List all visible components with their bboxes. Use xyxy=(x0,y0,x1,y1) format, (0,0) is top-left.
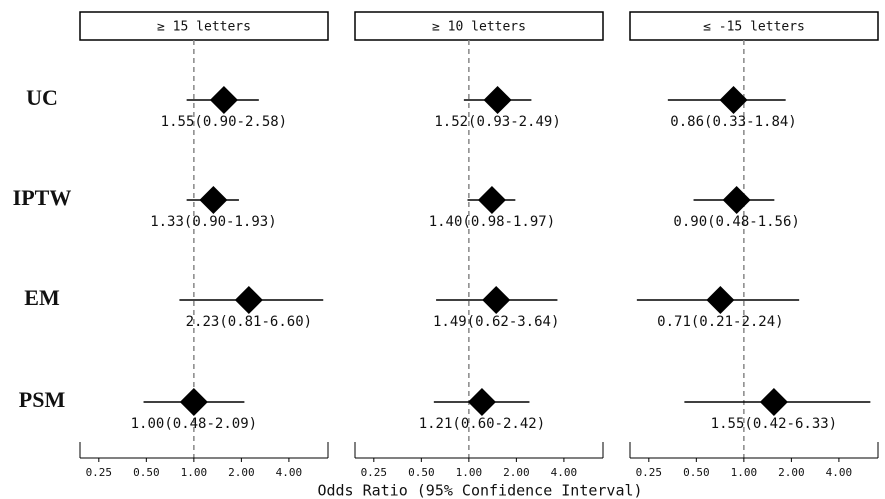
x-tick-label: 0.25 xyxy=(636,466,663,479)
odds-ratio-marker xyxy=(179,388,208,416)
row-label: EM xyxy=(24,285,60,310)
value-label: 2.23(0.81-6.60) xyxy=(186,314,312,330)
x-tick-label: 1.00 xyxy=(181,466,208,479)
odds-ratio-marker xyxy=(199,186,228,214)
panel-header xyxy=(629,11,879,41)
x-tick-label: 0.25 xyxy=(361,466,388,479)
odds-ratio-marker xyxy=(467,388,496,416)
odds-ratio-marker xyxy=(477,186,506,214)
value-label: 0.71(0.21-2.24) xyxy=(657,314,783,330)
value-label: 1.55(0.42-6.33) xyxy=(711,416,837,432)
panel-header xyxy=(354,11,604,41)
x-tick-label: 4.00 xyxy=(826,466,853,479)
odds-ratio-marker xyxy=(706,286,735,314)
x-tick-label: 2.00 xyxy=(778,466,805,479)
odds-ratio-marker xyxy=(719,86,748,114)
odds-ratio-marker xyxy=(722,186,751,214)
value-label: 1.21(0.60-2.42) xyxy=(419,416,545,432)
value-label: 0.90(0.48-1.56) xyxy=(673,214,799,230)
value-label: 0.86(0.33-1.84) xyxy=(670,114,796,130)
x-tick-label: 1.00 xyxy=(731,466,758,479)
x-tick-label: 2.00 xyxy=(228,466,255,479)
panel-title: ≤ -15 letters xyxy=(703,20,805,35)
row-label: IPTW xyxy=(13,185,72,210)
x-tick-label: 0.50 xyxy=(133,466,160,479)
odds-ratio-marker xyxy=(209,86,238,114)
row-label: UC xyxy=(26,85,58,110)
panel-header xyxy=(79,11,329,41)
x-tick-label: 4.00 xyxy=(551,466,578,479)
x-tick-label: 2.00 xyxy=(503,466,530,479)
x-axis-label: Odds Ratio (95% Confidence Interval) xyxy=(317,482,642,499)
odds-ratio-marker xyxy=(759,388,788,416)
value-label: 1.49(0.62-3.64) xyxy=(433,314,559,330)
x-tick-label: 0.50 xyxy=(408,466,435,479)
odds-ratio-marker xyxy=(482,286,511,314)
x-tick-label: 4.00 xyxy=(276,466,303,479)
odds-ratio-marker xyxy=(234,286,263,314)
panel-title: ≥ 15 letters xyxy=(157,20,251,35)
x-tick-label: 0.25 xyxy=(86,466,113,479)
x-tick-label: 0.50 xyxy=(683,466,710,479)
x-tick-label: 1.00 xyxy=(456,466,483,479)
panel-title: ≥ 10 letters xyxy=(432,20,526,35)
value-label: 1.00(0.48-2.09) xyxy=(131,416,257,432)
value-label: 1.52(0.93-2.49) xyxy=(434,114,560,130)
value-label: 1.33(0.90-1.93) xyxy=(150,214,276,230)
odds-ratio-marker xyxy=(483,86,512,114)
value-label: 1.40(0.98-1.97) xyxy=(429,214,555,230)
value-label: 1.55(0.90-2.58) xyxy=(161,114,287,130)
row-label: PSM xyxy=(19,387,66,412)
